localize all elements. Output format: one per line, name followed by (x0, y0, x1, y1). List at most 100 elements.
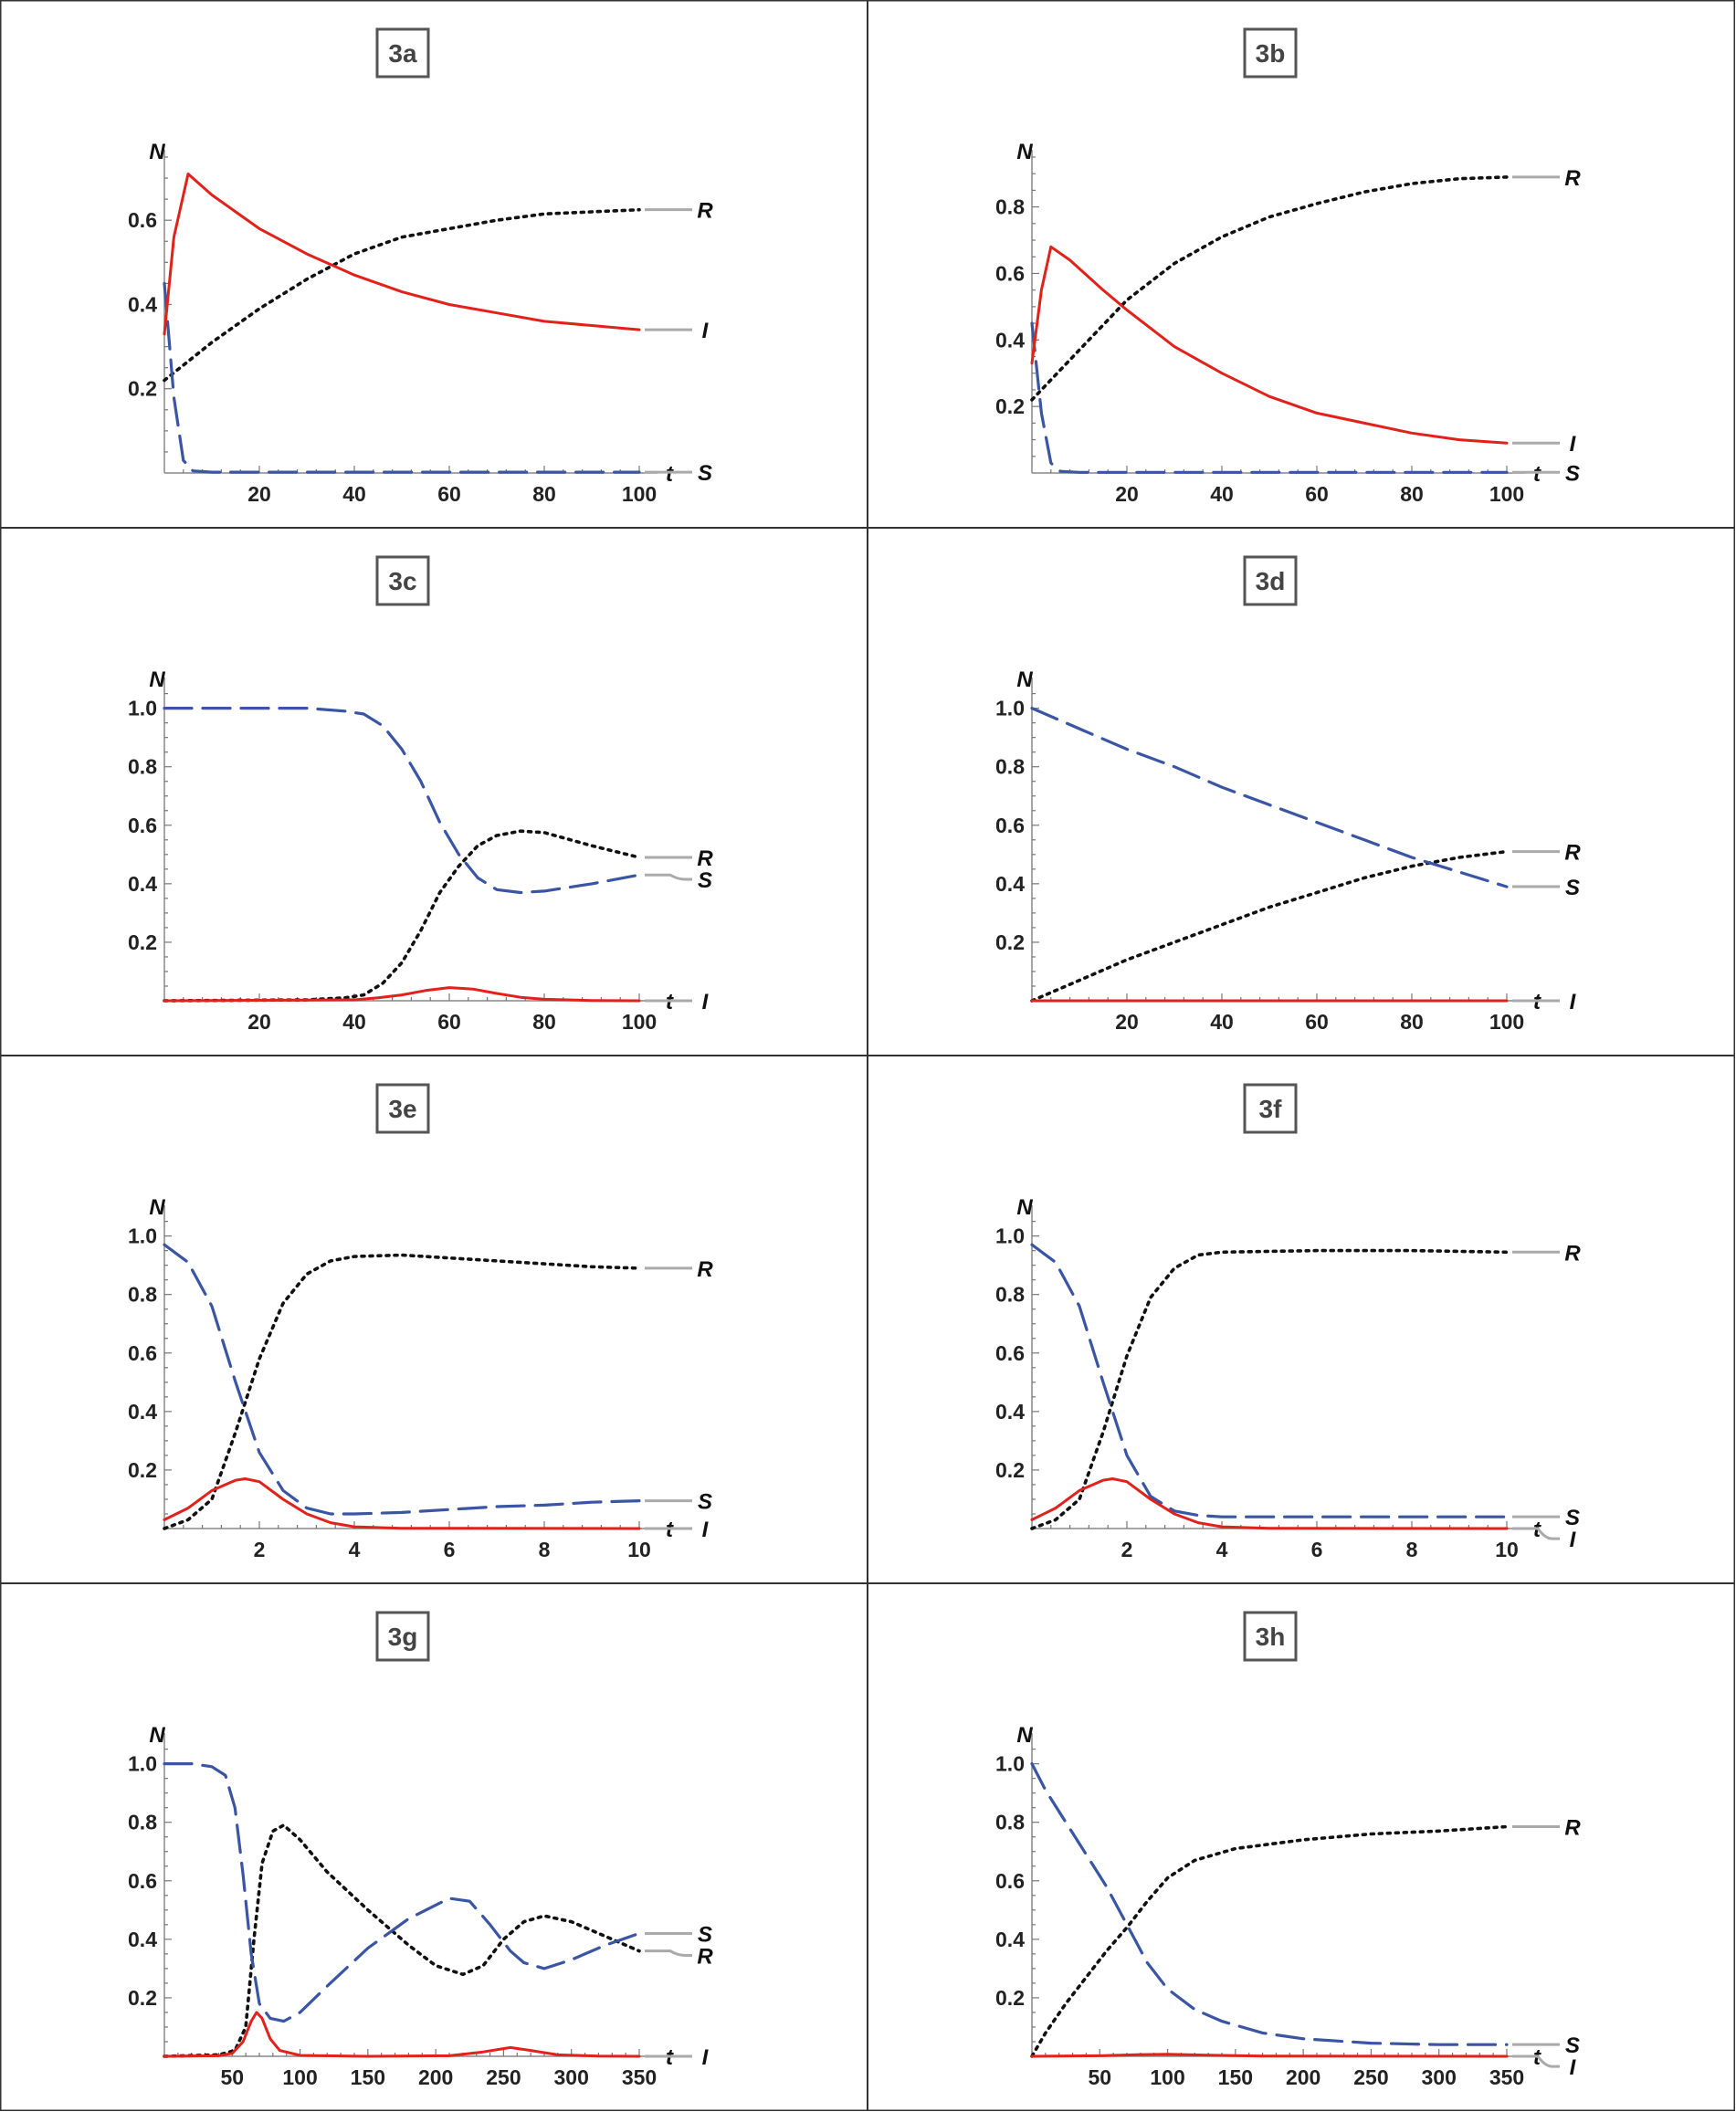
panel-title: 3e (388, 1095, 416, 1123)
y-tick-label: 0.2 (995, 1458, 1025, 1482)
y-tick-label: 0.6 (995, 1869, 1025, 1893)
y-tick-label: 1.0 (995, 1752, 1025, 1776)
y-tick-label: 0.4 (128, 292, 157, 316)
x-axis-label: t (666, 462, 674, 487)
y-tick-label: 0.2 (128, 1986, 157, 2010)
panel-title: 3h (1256, 1623, 1286, 1651)
series-line-S (163, 1762, 641, 2023)
y-tick-label: 1.0 (128, 697, 157, 720)
x-tick-label: 80 (532, 482, 556, 506)
x-tick-label: 100 (1150, 2065, 1184, 2089)
series-line-I (163, 1477, 641, 1530)
series-line-R (163, 829, 641, 1003)
x-tick-label: 100 (622, 482, 657, 506)
series-line-I (163, 173, 641, 336)
legend-label-S: S (1565, 2033, 1580, 2058)
legend-label-I: I (1570, 1528, 1577, 1552)
series-line-S (163, 281, 641, 474)
series-line-I (1030, 245, 1509, 445)
y-tick-label: 0.6 (995, 261, 1025, 285)
y-tick-label: 0.6 (995, 814, 1025, 837)
x-tick-label: 4 (1216, 1538, 1228, 1561)
x-tick-label: 20 (1115, 1010, 1139, 1034)
x-tick-label: 200 (1286, 2065, 1320, 2089)
series-line-R (1030, 175, 1509, 402)
y-tick-label: 0.4 (128, 1928, 157, 1951)
y-tick-label: 1.0 (995, 697, 1025, 720)
x-tick-label: 40 (1210, 1010, 1234, 1034)
x-tick-label: 50 (1088, 2065, 1111, 2089)
x-tick-label: 300 (554, 2065, 589, 2089)
legend-label-S: S (698, 868, 712, 893)
y-tick-label: 0.2 (128, 930, 157, 954)
x-tick-label: 100 (282, 2065, 317, 2089)
legend-label-I: I (702, 1518, 710, 1542)
series-line-R (163, 1823, 641, 2058)
y-tick-label: 0.8 (128, 1811, 157, 1834)
x-tick-label: 350 (622, 2065, 657, 2089)
x-tick-label: 80 (1400, 1010, 1424, 1034)
x-tick-label: 6 (444, 1538, 456, 1561)
x-tick-label: 40 (1210, 482, 1234, 506)
legend-label-I: I (702, 990, 710, 1014)
x-tick-label: 20 (1115, 482, 1139, 506)
x-tick-label: 150 (351, 2065, 385, 2089)
series-line-R (1030, 1824, 1509, 2058)
panel-label-box (375, 1083, 430, 1134)
panel-label-box (1243, 27, 1298, 79)
panel-label-box (1243, 555, 1298, 606)
panel-title: 3b (1256, 39, 1286, 68)
x-tick-label: 100 (1489, 482, 1524, 506)
legend-leader-R (645, 1949, 692, 1957)
series-line-S (1030, 1243, 1509, 1518)
y-tick-label: 0.8 (128, 1283, 157, 1307)
y-axis-label: N (1016, 667, 1033, 692)
y-axis-label: N (149, 667, 165, 692)
panel-label-box (375, 555, 430, 606)
y-axis-label: N (149, 1195, 165, 1220)
x-tick-label: 8 (1406, 1538, 1418, 1561)
legend-label-S: S (1565, 461, 1580, 486)
x-tick-label: 60 (437, 1010, 461, 1034)
legend-label-R: R (1564, 1241, 1581, 1266)
panel-title: 3c (388, 567, 416, 595)
panel-label-box (1243, 1083, 1298, 1134)
legend-label-R: R (1564, 841, 1581, 866)
legend-label-S: S (1565, 876, 1580, 900)
series-line-S (1030, 1762, 1509, 2046)
y-tick-label: 0.8 (995, 195, 1025, 219)
series-line-R (1030, 1248, 1509, 1530)
legend-leader-I (1512, 2054, 1560, 2068)
y-tick-label: 1.0 (128, 1752, 157, 1776)
x-tick-label: 2 (254, 1538, 266, 1561)
y-tick-label: 0.8 (995, 755, 1025, 779)
y-tick-label: 1.0 (128, 1224, 157, 1248)
y-tick-label: 0.4 (128, 1400, 157, 1424)
series-line-I (1030, 2053, 1509, 2058)
legend-label-R: R (697, 1944, 713, 1969)
panel-title: 3d (1256, 567, 1286, 595)
x-tick-label: 100 (622, 1010, 657, 1034)
series-line-S (163, 707, 641, 895)
x-tick-label: 250 (1353, 2065, 1388, 2089)
x-tick-label: 250 (486, 2065, 521, 2089)
chart-panel-3a: 3a 20 40 60 80 100 0.2 0.4 0.6 Nt R I S (128, 27, 713, 506)
x-tick-label: 4 (349, 1538, 361, 1561)
x-tick-label: 60 (1305, 1010, 1329, 1034)
legend-label-S: S (698, 1922, 712, 1947)
y-tick-label: 0.6 (128, 1869, 157, 1893)
y-tick-label: 0.4 (995, 1928, 1025, 1951)
x-tick-label: 350 (1489, 2065, 1524, 2089)
panel-title: 3a (388, 39, 417, 68)
x-tick-label: 10 (1495, 1538, 1519, 1561)
y-tick-label: 0.8 (995, 1283, 1025, 1307)
x-axis-label: t (1533, 462, 1541, 487)
series-line-R (163, 1253, 641, 1530)
series-line-I (163, 2011, 641, 2058)
x-tick-label: 60 (437, 482, 461, 506)
